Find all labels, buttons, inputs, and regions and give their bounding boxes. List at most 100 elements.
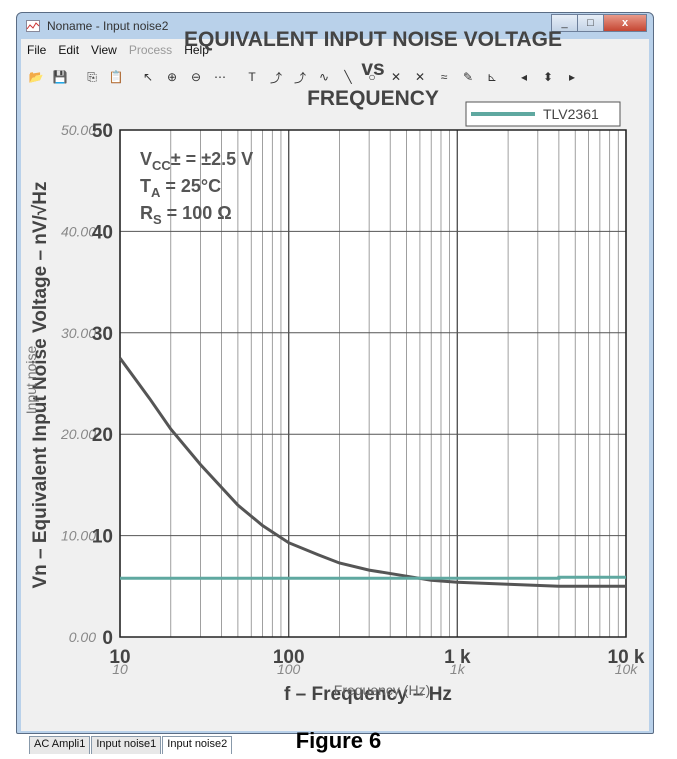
- marker-b-icon: ✕: [414, 70, 426, 84]
- condition-label: VCC± = ±2.5 V: [140, 149, 253, 173]
- chart-title-line: vs: [361, 57, 384, 80]
- curve-button[interactable]: ∿: [313, 66, 335, 88]
- text-icon: T: [248, 70, 256, 84]
- menu-file[interactable]: File: [27, 43, 47, 57]
- left-arrow-button[interactable]: ◂: [513, 66, 535, 88]
- updown-arrow-button[interactable]: ⬍: [537, 66, 559, 88]
- x-tick-label: 10: [109, 647, 130, 668]
- text-button[interactable]: T: [241, 66, 263, 88]
- marker-a-button[interactable]: ✕: [385, 66, 407, 88]
- grid-icon: ⋯: [214, 70, 226, 84]
- pen-button[interactable]: ✎: [457, 66, 479, 88]
- x-tick-label-overlay: 10: [112, 661, 128, 677]
- open-icon: 📂: [28, 70, 44, 84]
- tab-input-noise1[interactable]: Input noise1: [91, 736, 162, 754]
- plot-frame: [119, 129, 627, 638]
- paste-button[interactable]: 📋: [105, 66, 127, 88]
- condition-label: RS = 100 Ω: [140, 203, 232, 227]
- y-tick-label-overlay: 20.00: [60, 426, 96, 442]
- menu-edit[interactable]: Edit: [58, 43, 80, 57]
- chart-title-line: EQUIVALENT INPUT NOISE VOLTAGE: [184, 28, 562, 51]
- y-tick-label-overlay: 30.00: [61, 325, 96, 341]
- minimize-icon: _: [561, 17, 568, 29]
- wave-icon: ≈: [440, 70, 448, 84]
- copy-icon: ⎘: [87, 69, 97, 84]
- figure-caption: Figure 6: [295, 728, 382, 753]
- legend: TLV2361: [465, 101, 621, 127]
- x-tick-label: 100: [273, 647, 305, 668]
- y-tick-label-overlay: 40.00: [61, 223, 96, 239]
- pen-icon: ✎: [462, 70, 474, 84]
- wave-button[interactable]: ≈: [433, 66, 455, 88]
- x-tick-label: 10 k: [608, 647, 645, 668]
- cursor-b-icon: ⤴: [293, 70, 306, 85]
- pointer-icon: ↖: [142, 70, 154, 84]
- menu-help[interactable]: Help: [184, 43, 209, 57]
- zoom-out-icon: ⊖: [190, 70, 202, 84]
- marker-a-icon: ✕: [390, 70, 402, 84]
- y-tick-label: 20: [92, 425, 113, 446]
- plot-area: [120, 130, 626, 637]
- y-tick-label-overlay: 50.00: [61, 122, 96, 138]
- minimize-button[interactable]: _: [551, 14, 577, 32]
- zoom-out-button[interactable]: ⊖: [185, 66, 207, 88]
- condition-label: TA = 25°C: [140, 176, 221, 200]
- menu-bar: File Edit View Process Help: [21, 41, 215, 61]
- zoom-in-button[interactable]: ⊕: [161, 66, 183, 88]
- tlv2361-series-line: [120, 575, 626, 580]
- window-title: Noname - Input noise2: [47, 19, 169, 33]
- x-axis-label: f – Frequency – Hz: [284, 684, 452, 705]
- legend-label: TLV2361: [543, 106, 599, 122]
- close-icon: x: [621, 17, 629, 29]
- circle-button[interactable]: ○: [361, 66, 383, 88]
- menu-process[interactable]: Process: [128, 43, 173, 57]
- maximize-button[interactable]: □: [577, 14, 603, 32]
- x-tick-label-overlay: 10k: [615, 661, 639, 677]
- noise-curve: [118, 357, 626, 588]
- y-tick-label: 40: [92, 222, 113, 243]
- menu-view[interactable]: View: [91, 43, 117, 57]
- title-bar[interactable]: Noname - Input noise2 _ □ x: [17, 13, 653, 39]
- x-tick-label-overlay: 1k: [450, 661, 466, 677]
- line-button[interactable]: ╲: [337, 66, 359, 88]
- cursor-a-icon: ⤴: [269, 70, 282, 85]
- angle-icon: ⊾: [486, 70, 498, 84]
- copy-button[interactable]: ⎘: [81, 66, 103, 88]
- save-icon: 💾: [52, 70, 68, 84]
- curve-icon: ∿: [318, 70, 330, 84]
- tab-input-noise2[interactable]: Input noise2: [162, 736, 233, 754]
- grid-lines: [119, 129, 627, 638]
- chart-title-line: FREQUENCY: [307, 87, 439, 110]
- close-button[interactable]: x: [603, 14, 647, 32]
- tab-ac-ampli1[interactable]: AC Ampli1: [29, 736, 91, 754]
- toolbar: 📂 💾 ⎘ 📋 ↖ ⊕ ⊖ ⋯ T ⤴ ⤴ ∿ ╲ ○ ✕ ✕ ≈ ✎ ⊾ ◂ ⬍ ▸: [25, 63, 583, 91]
- cursor-b-button[interactable]: ⤴: [289, 66, 311, 88]
- y-tick-label: 30: [92, 324, 113, 345]
- x-axis-label-overlay: Frequency (Hz): [334, 682, 430, 698]
- y-axis-label-overlay: Input noise: [23, 346, 39, 415]
- app-icon: [26, 20, 40, 32]
- paste-icon: 📋: [108, 70, 124, 84]
- left-arrow-icon: ◂: [520, 70, 528, 84]
- right-arrow-button[interactable]: ▸: [561, 66, 583, 88]
- caption-buttons: _ □ x: [551, 14, 647, 32]
- y-tick-label-overlay: 10.00: [61, 528, 96, 544]
- y-axis-label: Vn – Equivalent Input Noise Voltage – nV…: [30, 181, 51, 588]
- marker-b-button[interactable]: ✕: [409, 66, 431, 88]
- line-icon: ╲: [344, 70, 352, 84]
- pointer-button[interactable]: ↖: [137, 66, 159, 88]
- x-tick-label-overlay: 100: [277, 661, 301, 677]
- document-tabs: AC Ampli1 Input noise1 Input noise2: [29, 736, 233, 754]
- updown-arrow-icon: ⬍: [542, 70, 554, 84]
- y-tick-label: 50: [92, 121, 113, 142]
- maximize-icon: □: [587, 17, 594, 29]
- cursor-a-button[interactable]: ⤴: [265, 66, 287, 88]
- grid-button[interactable]: ⋯: [209, 66, 231, 88]
- y-tick-label: 10: [92, 527, 113, 548]
- open-button[interactable]: 📂: [25, 66, 47, 88]
- angle-button[interactable]: ⊾: [481, 66, 503, 88]
- x-tick-label: 1 k: [444, 647, 471, 668]
- save-button[interactable]: 💾: [49, 66, 71, 88]
- y-tick-label-overlay: 0.00: [69, 629, 96, 645]
